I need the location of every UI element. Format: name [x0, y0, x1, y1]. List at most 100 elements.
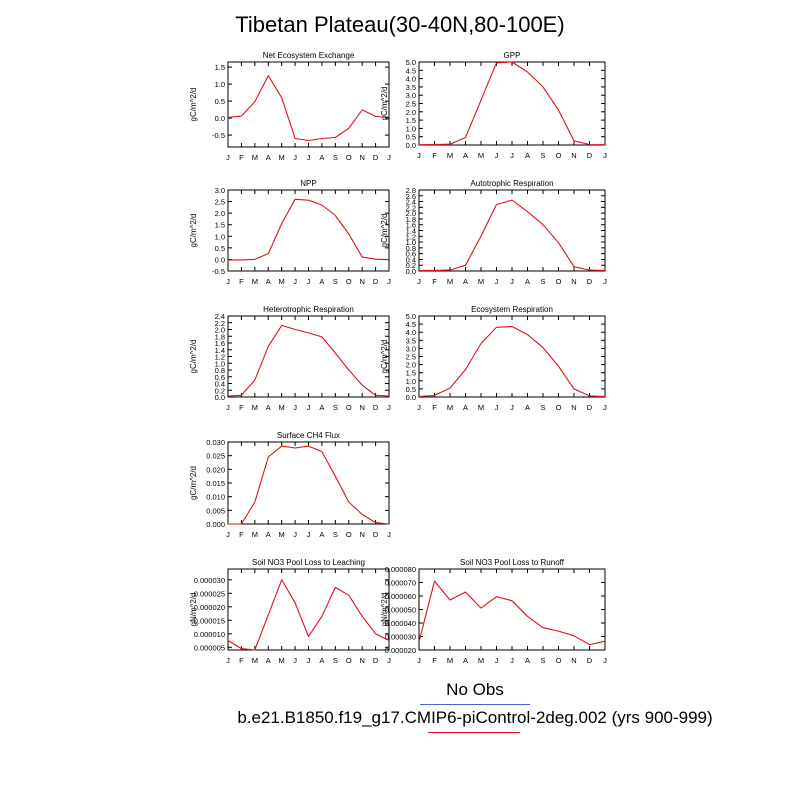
soil-no3-pool-loss-to-runoff-ytick-label: 0.000060 — [385, 592, 416, 601]
gpp-xtick-label: J — [510, 151, 514, 160]
autotrophic-respiration-xtick-label: O — [556, 277, 562, 286]
autotrophic-respiration-ytick-label: 2.6 — [406, 192, 416, 201]
surface-ch4-flux-ytick-label: 0.010 — [206, 493, 225, 502]
npp-ytick-label: 3.0 — [215, 186, 225, 195]
net-ecosystem-exchange-xtick-label: J — [226, 153, 230, 162]
npp-ytick-label: -0.5 — [212, 267, 225, 276]
legend-model-label: b.e21.B1850.f19_g17.CMIP6-piControl-2deg… — [237, 708, 713, 727]
npp-xtick-label: S — [333, 277, 338, 286]
surface-ch4-flux-ytick-label: 0.020 — [206, 465, 225, 474]
soil-no3-pool-loss-to-leaching-title: Soil NO3 Pool Loss to Leaching — [252, 558, 365, 567]
gpp-xtick-label: J — [417, 151, 421, 160]
npp-title: NPP — [300, 179, 316, 188]
autotrophic-respiration-xtick-label: F — [432, 277, 437, 286]
soil-no3-pool-loss-to-runoff-xtick-label: M — [478, 656, 484, 665]
soil-no3-pool-loss-to-leaching-xtick-label: D — [373, 656, 379, 665]
ecosystem-respiration-xtick-label: O — [556, 403, 562, 412]
soil-no3-pool-loss-to-leaching-ytick-label: 0.000010 — [194, 630, 225, 639]
autotrophic-respiration-xtick-label: J — [603, 277, 607, 286]
autotrophic-respiration-xtick-label: J — [510, 277, 514, 286]
npp-xtick-label: A — [266, 277, 271, 286]
npp-xtick-label: N — [359, 277, 364, 286]
npp-series-line — [228, 198, 390, 261]
autotrophic-respiration-series-line — [419, 199, 606, 271]
npp-xtick-label: F — [239, 277, 244, 286]
gpp-xtick-label: M — [478, 151, 484, 160]
surface-ch4-flux-xtick-label: A — [266, 530, 271, 539]
ecosystem-respiration-xtick-label: M — [447, 403, 453, 412]
net-ecosystem-exchange-xtick-label: J — [307, 153, 311, 162]
npp-xtick-label: M — [252, 277, 258, 286]
heterotrophic-respiration-ytick-label: 0.0 — [215, 393, 225, 402]
heterotrophic-respiration-ylabel: gC/m^2/d — [189, 340, 198, 374]
npp-ytick-label: 0.0 — [215, 255, 225, 264]
heterotrophic-respiration-xtick-label: M — [252, 403, 258, 412]
heterotrophic-respiration-ytick-label: 1.4 — [215, 346, 225, 355]
ecosystem-respiration-xtick-label: J — [495, 403, 499, 412]
soil-no3-pool-loss-to-runoff-xtick-label: J — [495, 656, 499, 665]
gpp-xtick-label: M — [447, 151, 453, 160]
legend-no-obs-label: No Obs — [446, 680, 504, 699]
heterotrophic-respiration-xtick-label: A — [319, 403, 324, 412]
surface-ch4-flux-xtick-label: J — [387, 530, 391, 539]
heterotrophic-respiration-xtick-label: D — [373, 403, 379, 412]
soil-no3-pool-loss-to-leaching-xtick-label: J — [387, 656, 391, 665]
ecosystem-respiration-xtick-label: J — [510, 403, 514, 412]
soil-no3-pool-loss-to-runoff-xtick-label: A — [525, 656, 530, 665]
npp-plot-frame — [227, 189, 390, 272]
heterotrophic-respiration-series-line — [227, 324, 390, 397]
autotrophic-respiration-ytick-label: 1.4 — [406, 227, 416, 236]
ecosystem-respiration-ytick-label: 2.0 — [406, 361, 416, 370]
surface-ch4-flux-ytick-label: 0.015 — [206, 479, 225, 488]
surface-ch4-flux-series-line — [228, 445, 390, 525]
surface-ch4-flux-title: Surface CH4 Flux — [277, 431, 340, 440]
autotrophic-respiration-ytick-label: 2.2 — [406, 203, 416, 212]
soil-no3-pool-loss-to-runoff-xtick-label: F — [432, 656, 437, 665]
heterotrophic-respiration-xtick-label: N — [359, 403, 364, 412]
surface-ch4-flux-xtick-label: S — [333, 530, 338, 539]
autotrophic-respiration-xtick-label: A — [463, 277, 468, 286]
surface-ch4-flux-xtick-label: N — [359, 530, 364, 539]
surface-ch4-flux-xtick-label: J — [307, 530, 311, 539]
soil-no3-pool-loss-to-leaching-ytick-label: 0.000005 — [194, 643, 225, 652]
autotrophic-respiration-title: Autotrophic Respiration — [470, 179, 553, 188]
autotrophic-respiration-ytick-label: 2.4 — [406, 198, 416, 207]
autotrophic-respiration-ytick-label: 0.8 — [406, 244, 416, 253]
heterotrophic-respiration-ytick-label: 0.6 — [215, 373, 225, 382]
autotrophic-respiration-xtick-label: J — [417, 277, 421, 286]
heterotrophic-respiration-ytick-label: 2.4 — [215, 312, 225, 321]
surface-ch4-flux-xtick-label: J — [226, 530, 230, 539]
ecosystem-respiration-xtick-label: A — [463, 403, 468, 412]
soil-no3-pool-loss-to-leaching-xtick-label: J — [226, 656, 230, 665]
autotrophic-respiration-xtick-label: M — [478, 277, 484, 286]
gpp-ytick-label: 1.5 — [406, 116, 416, 125]
net-ecosystem-exchange-ytick-label: 1.5 — [215, 63, 225, 72]
net-ecosystem-exchange-xtick-label: J — [387, 153, 391, 162]
gpp-ytick-label: 2.5 — [406, 100, 416, 109]
surface-ch4-flux-xtick-label: M — [252, 530, 258, 539]
heterotrophic-respiration-ytick-label: 2.0 — [215, 326, 225, 335]
legend-model-line — [428, 732, 520, 733]
surface-ch4-flux-ytick-label: 0.025 — [206, 452, 225, 461]
autotrophic-respiration-xtick-label: S — [540, 277, 545, 286]
gpp-xtick-label: J — [495, 151, 499, 160]
heterotrophic-respiration-ytick-label: 0.2 — [215, 386, 225, 395]
gpp-xtick-label: F — [432, 151, 437, 160]
npp-ytick-label: 2.5 — [215, 198, 225, 207]
gpp-xtick-label: A — [525, 151, 530, 160]
autotrophic-respiration-ytick-label: 1.0 — [406, 238, 416, 247]
heterotrophic-respiration-xtick-label: J — [293, 403, 297, 412]
gpp-ytick-label: 4.5 — [406, 66, 416, 75]
ecosystem-respiration-xtick-label: M — [478, 403, 484, 412]
ecosystem-respiration-xtick-label: D — [587, 403, 593, 412]
ecosystem-respiration-ytick-label: 1.5 — [406, 369, 416, 378]
autotrophic-respiration-ytick-label: 1.2 — [406, 232, 416, 241]
gpp-xtick-label: N — [571, 151, 576, 160]
soil-no3-pool-loss-to-runoff-xtick-label: J — [417, 656, 421, 665]
gpp-ytick-label: 3.5 — [406, 83, 416, 92]
soil-no3-pool-loss-to-leaching-ylabel: gN/m^2/d — [189, 593, 198, 627]
soil-no3-pool-loss-to-runoff-ytick-label: 0.000080 — [385, 565, 416, 574]
soil-no3-pool-loss-to-leaching-xtick-label: O — [346, 656, 352, 665]
